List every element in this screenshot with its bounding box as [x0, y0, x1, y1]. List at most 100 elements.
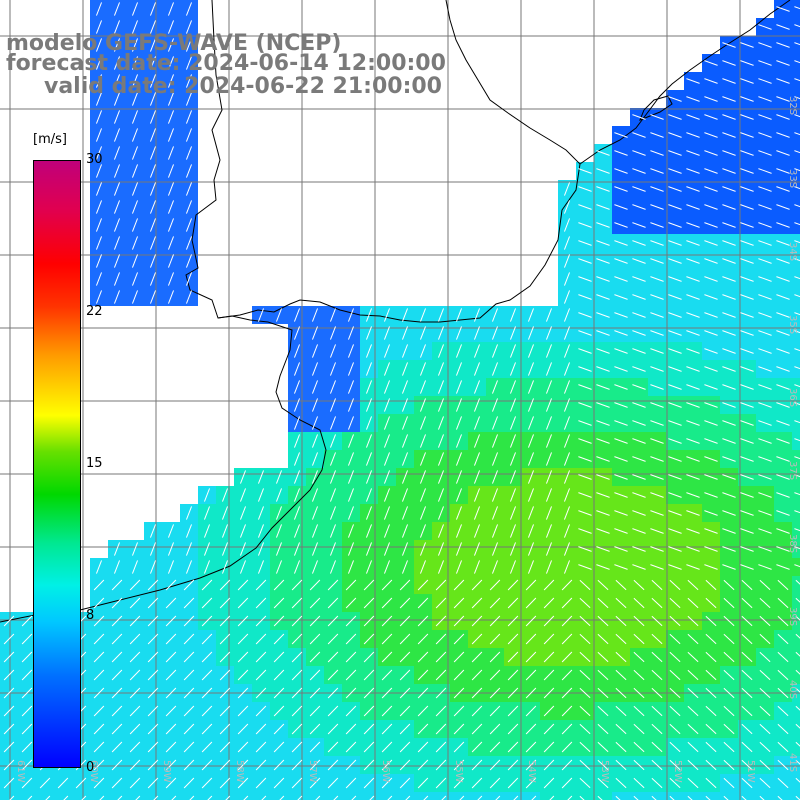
wind-arrow: [381, 759, 393, 771]
wind-arrow: [21, 723, 33, 735]
wind-arrow: [473, 506, 481, 520]
wind-arrow: [509, 488, 517, 502]
wind-arrow: [633, 777, 645, 789]
wind-arrow: [473, 488, 481, 502]
wind-arrow: [632, 222, 646, 228]
wind-arrow: [561, 705, 573, 717]
wind-arrow: [741, 723, 753, 735]
wind-arrow: [722, 294, 736, 300]
wind-arrow: [185, 560, 193, 574]
wind-arrow: [776, 420, 790, 426]
wind-arrow: [453, 615, 465, 627]
wind-arrow: [525, 687, 537, 699]
wind-arrow: [309, 669, 321, 681]
wind-arrow: [794, 186, 800, 190]
wind-arrow: [291, 651, 303, 663]
wind-arrow: [201, 705, 213, 717]
wind-arrow: [759, 741, 771, 753]
wind-arrow: [471, 687, 483, 699]
wind-arrow: [759, 615, 771, 627]
wind-arrow: [93, 615, 105, 627]
wind-arrow: [275, 524, 283, 538]
wind-arrow: [632, 438, 646, 444]
lat-label: 34S: [787, 242, 798, 261]
wind-arrow: [365, 452, 373, 466]
wind-arrow: [311, 398, 319, 412]
wind-arrow: [741, 597, 753, 609]
wind-arrow: [722, 78, 736, 84]
wind-arrow: [579, 597, 591, 609]
wind-arrow: [686, 96, 700, 102]
wind-arrow: [401, 416, 409, 430]
wind-arrow: [167, 2, 175, 16]
wind-arrow: [705, 795, 711, 800]
wind-cell: [792, 576, 800, 594]
wind-arrow: [419, 470, 427, 484]
wind-arrow: [722, 258, 736, 264]
wind-arrow: [455, 380, 463, 394]
wind-arrow: [149, 254, 157, 268]
wind-arrow: [455, 326, 463, 340]
wind-arrow: [3, 705, 15, 717]
wind-arrow: [147, 705, 159, 717]
wind-arrow: [687, 687, 699, 699]
wind-arrow: [113, 56, 121, 70]
wind-arrow: [794, 312, 800, 316]
wind-arrow: [435, 633, 447, 645]
wind-arrow: [722, 474, 736, 480]
wind-arrow: [579, 759, 591, 771]
wind-arrow: [401, 506, 409, 520]
wind-arrow: [185, 110, 193, 124]
wind-arrow: [704, 222, 718, 228]
wind-arrow: [95, 38, 103, 52]
wind-arrow: [513, 795, 519, 800]
wind-arrow: [327, 579, 339, 591]
wind-arrow: [437, 542, 445, 556]
wind-arrow: [273, 687, 285, 699]
lon-label: 54W: [526, 760, 537, 783]
wind-arrow: [704, 312, 718, 318]
wind-arrow: [423, 795, 429, 800]
wind-arrow: [776, 114, 790, 120]
wind-arrow: [527, 380, 535, 394]
wind-arrow: [687, 651, 699, 663]
wind-arrow: [419, 398, 427, 412]
wind-arrow: [489, 723, 501, 735]
wind-arrow: [596, 546, 610, 552]
wind-arrow: [759, 579, 771, 591]
wind-arrow: [363, 777, 375, 789]
wind-cell: [792, 18, 800, 36]
wind-arrow: [279, 795, 285, 800]
wind-arrow: [167, 128, 175, 142]
wind-arrow: [203, 506, 211, 520]
wind-cell: [792, 522, 800, 540]
wind-arrow: [525, 741, 537, 753]
wind-arrow: [578, 564, 592, 570]
wind-arrow: [704, 402, 718, 408]
wind-arrow: [129, 597, 141, 609]
wind-arrow: [167, 146, 175, 160]
wind-arrow: [113, 218, 121, 232]
wind-arrow: [185, 20, 193, 34]
wind-arrow: [95, 236, 103, 250]
wind-arrow: [167, 110, 175, 124]
wind-arrow: [651, 795, 657, 800]
wind-arrow: [327, 777, 339, 789]
wind-arrow: [614, 510, 628, 516]
wind-arrow: [419, 308, 427, 322]
wind-arrow: [722, 546, 736, 552]
wind-arrow: [149, 290, 157, 304]
wind-arrow: [147, 597, 159, 609]
wind-arrow: [293, 470, 301, 484]
wind-arrow: [201, 759, 213, 771]
wind-arrow: [758, 204, 772, 210]
wind-arrow: [615, 615, 627, 627]
wind-arrow: [93, 597, 105, 609]
wind-arrow: [776, 492, 790, 498]
wind-arrow: [417, 615, 429, 627]
wind-arrow: [99, 795, 105, 800]
wind-arrow: [131, 56, 139, 70]
wind-arrow: [399, 633, 411, 645]
wind-arrow: [383, 416, 391, 430]
wind-arrow: [794, 420, 800, 424]
